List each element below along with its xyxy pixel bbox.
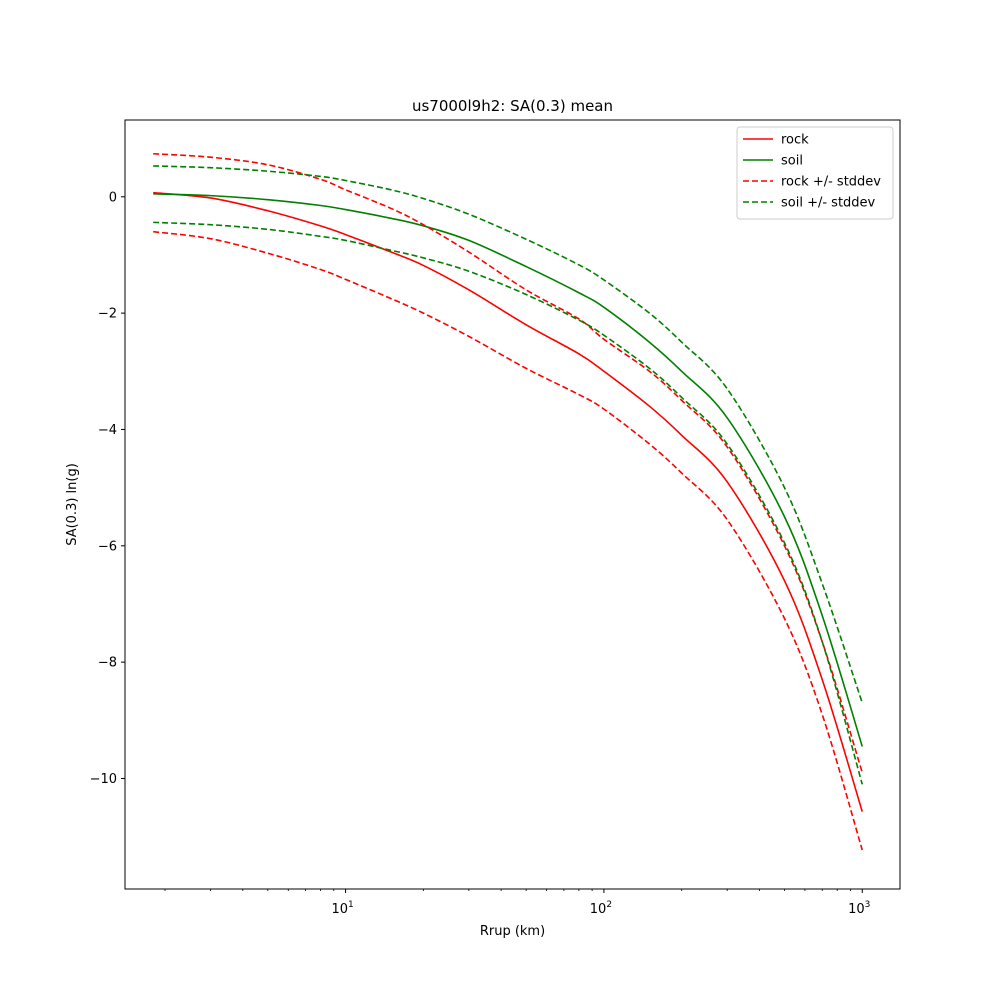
series-line-4 bbox=[153, 165, 864, 704]
y-tick-label: 0 bbox=[109, 190, 117, 205]
legend: rock soil rock +/- stddev soil +/- stddev bbox=[736, 126, 894, 220]
legend-entry: soil +/- stddev bbox=[781, 196, 876, 211]
y-tick-label: −6 bbox=[98, 539, 117, 554]
series-line-0 bbox=[153, 191, 864, 812]
y-axis: 0 −2 −4 −6 −8 −10 bbox=[90, 190, 125, 787]
plot-frame bbox=[124, 119, 901, 890]
y-tick-label: −2 bbox=[98, 307, 117, 322]
legend-entry: rock +/- stddev bbox=[781, 175, 881, 190]
legend-entry: rock bbox=[781, 133, 809, 148]
y-tick-label: −4 bbox=[98, 423, 117, 438]
y-axis-label: SA(0.3) ln(g) bbox=[65, 463, 80, 546]
series-line-1 bbox=[153, 193, 864, 747]
legend-box bbox=[736, 126, 894, 220]
series-line-5 bbox=[153, 221, 864, 785]
y-tick-label: −8 bbox=[98, 656, 117, 671]
series-layer bbox=[153, 152, 864, 851]
legend-entry: soil bbox=[781, 154, 803, 169]
series-line-3 bbox=[153, 230, 864, 851]
y-tick-label: −10 bbox=[90, 772, 117, 787]
chart-title: us7000l9h2: SA(0.3) mean bbox=[412, 97, 613, 115]
x-axis-label: Rrup (km) bbox=[480, 924, 545, 939]
series-line-2 bbox=[153, 152, 864, 773]
